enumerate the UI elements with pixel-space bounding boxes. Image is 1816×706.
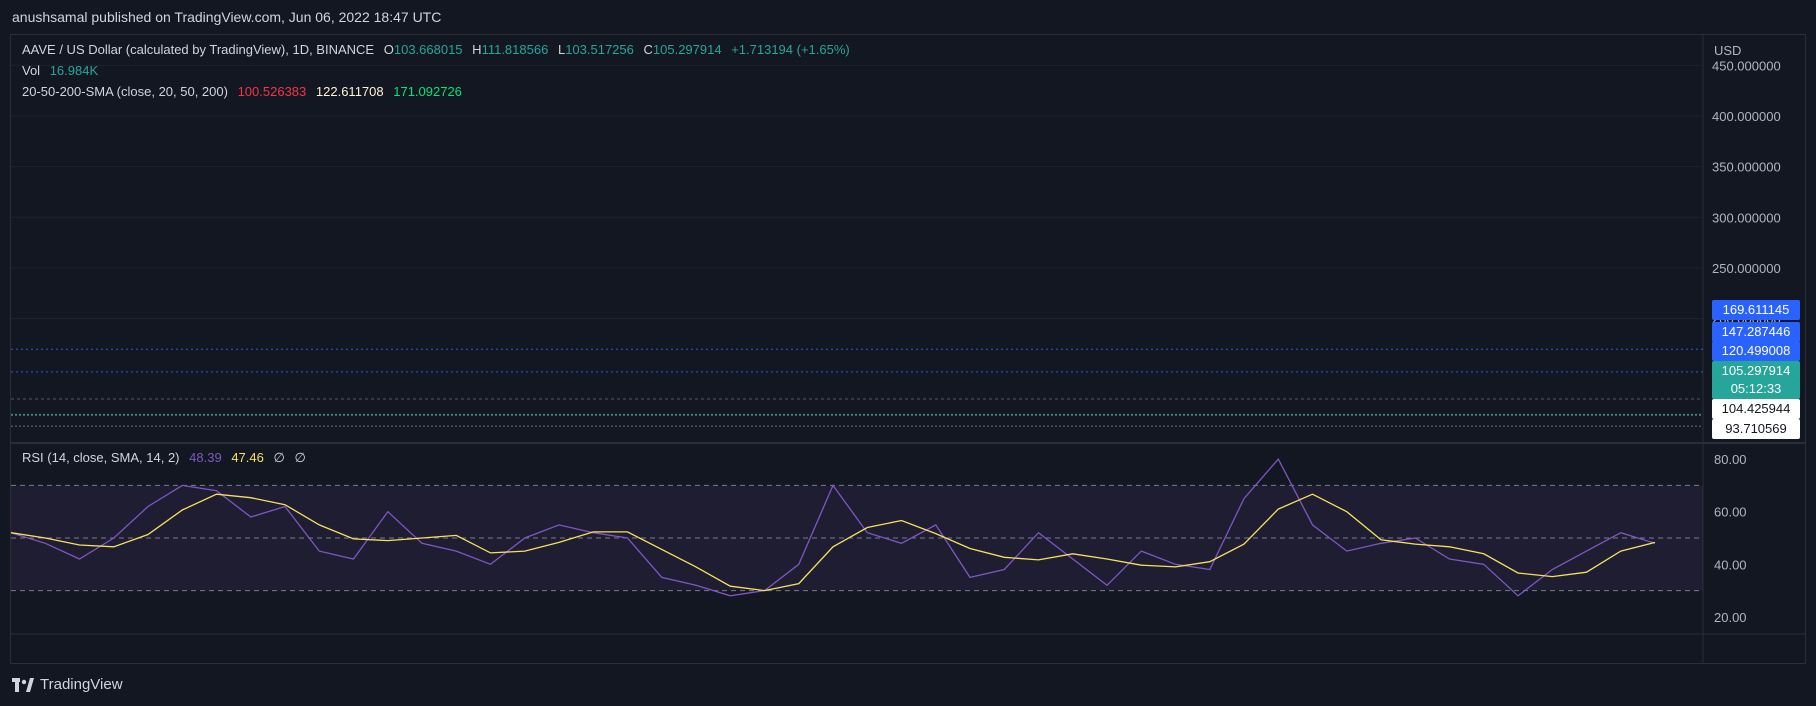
rsi-extra-1: ∅ bbox=[273, 450, 285, 465]
price-tag-last: 105.297914 bbox=[1712, 361, 1800, 381]
rsi-tick-label: 80.00 bbox=[1714, 452, 1747, 467]
rsi-value: 48.39 bbox=[189, 450, 222, 465]
rsi-line bbox=[10, 457, 1656, 597]
sma50-value: 122.611708 bbox=[315, 84, 384, 99]
sma-label: 20-50-200-SMA (close, 20, 50, 200) bbox=[22, 84, 228, 99]
low-value: 103.517256 bbox=[565, 42, 634, 57]
publisher-line: anushsamal published on TradingView.com,… bbox=[12, 9, 442, 25]
symbol-title: AAVE / US Dollar (calculated by TradingV… bbox=[22, 42, 375, 57]
sma-legend: 20-50-200-SMA (close, 20, 50, 200) 100.5… bbox=[22, 84, 468, 99]
price-tick-label: 300.000000 bbox=[1712, 210, 1781, 225]
rsi-legend: RSI (14, close, SMA, 14, 2) 48.39 47.46 … bbox=[22, 450, 312, 466]
open-label: O bbox=[383, 42, 394, 57]
volume-value: 16.984K bbox=[49, 63, 99, 78]
sma20-value: 100.526383 bbox=[237, 84, 307, 99]
rsi-sma-line bbox=[10, 493, 1656, 592]
rsi-tick-label: 20.00 bbox=[1714, 610, 1747, 625]
close-value: 105.297914 bbox=[652, 42, 722, 57]
rsi-tick-label: 40.00 bbox=[1714, 557, 1747, 572]
price-tag-104: 104.425944 bbox=[1712, 399, 1800, 419]
price-tick-label: 250.000000 bbox=[1712, 261, 1781, 276]
publisher-bar: anushsamal published on TradingView.com,… bbox=[0, 0, 1816, 34]
volume-legend: Vol 16.984K bbox=[22, 63, 104, 78]
footer: TradingView bbox=[0, 664, 1816, 706]
rsi-tick-label: 60.00 bbox=[1714, 505, 1747, 520]
price-tag-93: 93.710569 bbox=[1712, 419, 1800, 439]
brand-label: TradingView bbox=[40, 676, 123, 693]
high-value: 111.818566 bbox=[481, 42, 549, 57]
price-tick-label: 450.000000 bbox=[1712, 58, 1781, 73]
currency-label: USD bbox=[1714, 43, 1741, 58]
price-tag-countdown: 05:12:33 bbox=[1712, 379, 1800, 399]
tradingview-brand[interactable]: TradingView bbox=[12, 676, 123, 693]
price-tag-sma50: 120.499008 bbox=[1712, 341, 1800, 361]
change-value: +1.713194 (+1.65%) bbox=[731, 42, 850, 57]
low-label: L bbox=[557, 42, 566, 57]
symbol-legend: AAVE / US Dollar (calculated by TradingV… bbox=[22, 42, 856, 57]
price-tag-147: 147.287446 bbox=[1712, 322, 1800, 342]
price-tag-sma200: 169.611145 bbox=[1712, 300, 1800, 320]
open-value: 103.668015 bbox=[393, 42, 463, 57]
price-tick-label: 400.000000 bbox=[1712, 109, 1781, 124]
tradingview-logo-icon bbox=[12, 677, 34, 692]
rsi-extra-2: ∅ bbox=[294, 450, 306, 465]
volume-label: Vol bbox=[22, 63, 41, 78]
rsi-sma-value: 47.46 bbox=[231, 450, 264, 465]
high-label: H bbox=[472, 42, 482, 57]
price-tick-label: 350.000000 bbox=[1712, 160, 1781, 175]
close-label: C bbox=[643, 42, 653, 57]
sma200-value: 171.092726 bbox=[393, 84, 462, 99]
rsi-label: RSI (14, close, SMA, 14, 2) bbox=[22, 450, 180, 465]
